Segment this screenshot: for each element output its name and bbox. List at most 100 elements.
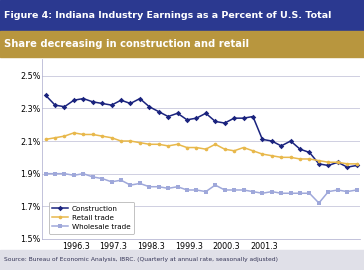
Legend: Construction, Retail trade, Wholesale trade: Construction, Retail trade, Wholesale tr…	[49, 202, 134, 234]
Wholesale trade	[91, 175, 95, 178]
Retail trade	[336, 161, 340, 164]
Construction	[119, 99, 123, 102]
Construction	[175, 112, 180, 115]
Retail trade	[326, 161, 331, 164]
Wholesale trade	[100, 177, 104, 180]
Wholesale trade	[157, 185, 161, 188]
Construction	[166, 115, 170, 118]
Wholesale trade	[241, 188, 246, 192]
Text: Source: Bureau of Economic Analysis, IBRC. (Quarterly at annual rate, seasonally: Source: Bureau of Economic Analysis, IBR…	[4, 257, 278, 262]
Wholesale trade	[128, 184, 132, 187]
Construction	[110, 103, 114, 107]
Construction	[91, 100, 95, 103]
Retail trade	[185, 146, 189, 149]
Retail trade	[166, 144, 170, 147]
Wholesale trade	[279, 192, 284, 195]
Construction	[317, 162, 321, 166]
Construction	[213, 120, 217, 123]
Construction	[307, 151, 312, 154]
Construction	[222, 122, 227, 125]
Construction	[138, 97, 142, 100]
Construction	[72, 99, 76, 102]
Retail trade	[260, 153, 265, 156]
Retail trade	[288, 156, 293, 159]
Retail trade	[241, 146, 246, 149]
Wholesale trade	[298, 192, 302, 195]
Wholesale trade	[213, 184, 217, 187]
Retail trade	[307, 157, 312, 161]
Construction	[260, 138, 265, 141]
Construction	[53, 103, 57, 107]
Construction	[194, 117, 199, 120]
Line: Construction: Construction	[44, 93, 359, 169]
Wholesale trade	[110, 180, 114, 183]
Construction	[128, 102, 132, 105]
Text: Figure 4: Indiana Industry Earnings as a Percent of U.S. Total: Figure 4: Indiana Industry Earnings as a…	[4, 11, 332, 20]
Line: Retail trade: Retail trade	[44, 131, 359, 166]
Wholesale trade	[260, 192, 265, 195]
Retail trade	[62, 134, 67, 138]
Retail trade	[53, 136, 57, 139]
Construction	[43, 94, 48, 97]
Construction	[336, 161, 340, 164]
Retail trade	[232, 149, 236, 153]
Wholesale trade	[185, 188, 189, 192]
Retail trade	[91, 133, 95, 136]
Wholesale trade	[62, 172, 67, 175]
Construction	[251, 115, 255, 118]
Construction	[203, 112, 208, 115]
Construction	[270, 139, 274, 143]
Wholesale trade	[43, 172, 48, 175]
Retail trade	[147, 143, 151, 146]
Wholesale trade	[138, 182, 142, 185]
Construction	[241, 117, 246, 120]
Wholesale trade	[317, 201, 321, 205]
Text: Share decreasing in construction and retail: Share decreasing in construction and ret…	[4, 39, 249, 49]
Wholesale trade	[222, 188, 227, 192]
Retail trade	[270, 154, 274, 157]
Wholesale trade	[355, 188, 359, 192]
Construction	[147, 105, 151, 108]
Wholesale trade	[119, 178, 123, 182]
Wholesale trade	[345, 190, 349, 193]
Retail trade	[128, 139, 132, 143]
Wholesale trade	[175, 185, 180, 188]
Construction	[157, 110, 161, 113]
Wholesale trade	[251, 190, 255, 193]
Wholesale trade	[288, 192, 293, 195]
Construction	[81, 97, 86, 100]
Construction	[62, 105, 67, 108]
Retail trade	[72, 131, 76, 134]
Retail trade	[43, 138, 48, 141]
Wholesale trade	[270, 190, 274, 193]
Retail trade	[203, 148, 208, 151]
Construction	[279, 144, 284, 147]
Wholesale trade	[147, 185, 151, 188]
Construction	[100, 102, 104, 105]
Wholesale trade	[166, 187, 170, 190]
Line: Wholesale trade: Wholesale trade	[44, 172, 359, 205]
Retail trade	[213, 143, 217, 146]
Construction	[355, 164, 359, 167]
Wholesale trade	[72, 174, 76, 177]
Retail trade	[298, 157, 302, 161]
Retail trade	[81, 133, 86, 136]
Retail trade	[175, 143, 180, 146]
Wholesale trade	[53, 172, 57, 175]
Retail trade	[157, 143, 161, 146]
Wholesale trade	[203, 190, 208, 193]
Wholesale trade	[336, 188, 340, 192]
Construction	[326, 164, 331, 167]
Retail trade	[119, 139, 123, 143]
Construction	[288, 139, 293, 143]
Wholesale trade	[307, 192, 312, 195]
Construction	[345, 166, 349, 169]
Retail trade	[194, 146, 199, 149]
Wholesale trade	[81, 172, 86, 175]
Construction	[232, 117, 236, 120]
Retail trade	[317, 159, 321, 162]
Retail trade	[251, 149, 255, 153]
Retail trade	[279, 156, 284, 159]
Construction	[298, 148, 302, 151]
Wholesale trade	[326, 190, 331, 193]
